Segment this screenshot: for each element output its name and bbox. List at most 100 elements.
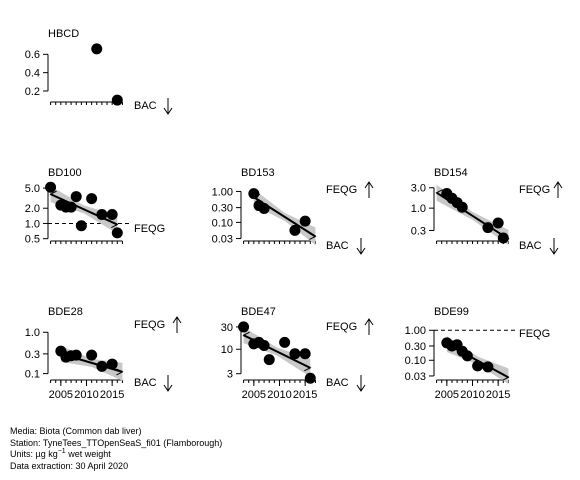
panel-6-y-tick-label: 30 xyxy=(221,322,233,334)
panel-3-y-tick-label: 0.03 xyxy=(212,233,233,245)
footer-units-suffix: wet weight xyxy=(65,449,111,460)
footer-media: Media: Biota (Common dab liver) xyxy=(10,426,142,436)
panel-2-data-point xyxy=(86,193,98,205)
panel-5-ref-arrow-feqg-head xyxy=(172,316,182,324)
panel-4-trend-start-marker xyxy=(435,189,443,197)
panel-6-ref-label-bac: BAC xyxy=(326,377,349,389)
panel-7-x-tick-label: 2010 xyxy=(460,389,484,401)
footer-units-prefix: Units: µg kg xyxy=(10,449,58,460)
panel-2-title: BD100 xyxy=(48,167,82,179)
panel-7-y-tick-label: 1.00 xyxy=(405,325,426,337)
panel-5-y-tick-label: 0.1 xyxy=(25,369,40,381)
panel-5-data-point xyxy=(106,358,118,370)
panel-3-title: BD153 xyxy=(241,167,275,179)
panel-6-data-point xyxy=(238,321,250,333)
panel-2-y-tick-label: 2.0 xyxy=(25,203,40,215)
panel-4-data-point xyxy=(492,217,504,229)
panel-7-title: BDE99 xyxy=(434,306,469,318)
panel-3-ref-arrow-bac-head xyxy=(356,247,366,255)
panel-6-data-point xyxy=(263,354,275,366)
panel-4-ref-label-feqg: FEQG xyxy=(519,184,550,196)
panel-1-ref-arrow-bac-head xyxy=(163,107,173,115)
panel-2-trend-start-marker xyxy=(49,190,57,198)
panel-6-ref-arrow-feqg-head xyxy=(364,318,374,326)
panel-6-x-tick-label: 2015 xyxy=(293,389,317,401)
panel-1-y-tick-label: 0.6 xyxy=(25,49,40,61)
panel-4-data-point xyxy=(482,222,494,234)
panel-2-data-point xyxy=(75,220,87,232)
panel-2-data-point xyxy=(65,201,77,213)
panel-2-ref-label-feqg: FEQG xyxy=(134,223,165,235)
panel-3-y-tick-label: 0.30 xyxy=(212,203,233,215)
panel-6-data-point xyxy=(299,348,311,360)
footer-units: Units: µg kg−1 wet weight xyxy=(10,448,222,461)
panel-5-ref-arrow-bac-head xyxy=(163,384,173,392)
panel-4-ref-arrow-bac-head xyxy=(549,247,559,255)
panel-4-y-tick-label: 3.0 xyxy=(411,183,426,195)
panel-6-data-point xyxy=(304,372,316,384)
panel-3-ref-arrow-feqg-head xyxy=(364,181,374,189)
panel-6-y-tick-label: 10 xyxy=(221,344,233,356)
panel-3-y-tick-label: 0.10 xyxy=(212,217,233,229)
panel-5-ref-label-bac: BAC xyxy=(134,377,157,389)
panel-2-data-point xyxy=(111,227,123,239)
panel-7-ref-label-feqg: FEQG xyxy=(519,328,550,340)
panel-6-ref-arrow-bac-head xyxy=(356,384,366,392)
panel-2-data-point xyxy=(45,181,57,193)
panel-3-trend-end-marker xyxy=(309,233,317,240)
panel-5-data-point xyxy=(70,349,82,361)
panel-5-title: BDE28 xyxy=(48,306,83,318)
panel-5-y-tick-label: 1.0 xyxy=(25,327,40,339)
panel-2-y-tick-label: 5.0 xyxy=(25,183,40,195)
panel-4-title: BD154 xyxy=(434,167,468,179)
panel-5-y-tick-label: 0.3 xyxy=(25,349,40,361)
panel-7-trend-end-marker xyxy=(502,373,510,381)
panel-2-y-tick-label: 1.0 xyxy=(25,218,40,230)
panel-5-trend-end-marker xyxy=(116,368,124,376)
panel-7-data-point xyxy=(472,360,484,372)
panel-1-title: HBCD xyxy=(48,28,79,40)
panel-4-ref-arrow-feqg-head xyxy=(553,181,563,189)
panel-4-data-point xyxy=(497,232,509,244)
panel-3-ref-label-bac: BAC xyxy=(326,240,349,252)
panel-7-y-tick-label: 0.10 xyxy=(405,355,426,367)
panel-4-y-tick-label: 1.0 xyxy=(411,203,426,215)
footer-units-sup: −1 xyxy=(57,448,66,456)
panel-7-y-tick-label: 0.03 xyxy=(405,371,426,383)
panel-7-data-point xyxy=(461,350,473,362)
panel-1-y-tick-label: 0.2 xyxy=(25,86,40,98)
panel-4-data-point xyxy=(456,201,468,213)
footer-station: Station: TyneTees_TTOpenSeaS_fi01 (Flamb… xyxy=(10,437,223,448)
panel-1-y-tick-label: 0.4 xyxy=(25,68,40,80)
panel-3-data-point xyxy=(248,188,260,200)
panel-3-data-point xyxy=(299,215,311,227)
panel-1-ref-label-bac: BAC xyxy=(134,100,157,112)
panel-6-x-tick-label: 2005 xyxy=(242,389,266,401)
chart-footer: Media: Biota (Common dab liver) Station:… xyxy=(10,426,222,472)
panel-6-x-tick-label: 2010 xyxy=(267,389,291,401)
panel-5-x-tick-label: 2005 xyxy=(49,389,73,401)
panel-6-data-point xyxy=(279,336,291,348)
panel-2-trend-line xyxy=(50,193,118,226)
panel-5-data-point xyxy=(86,349,98,361)
panel-1-data-point xyxy=(91,43,103,55)
panel-7-x-tick-label: 2005 xyxy=(435,389,459,401)
panel-5-ref-label-feqg: FEQG xyxy=(134,319,165,331)
panel-5-x-tick-label: 2010 xyxy=(74,389,98,401)
panel-1-data-point xyxy=(111,94,123,106)
panel-3-data-point xyxy=(258,203,270,215)
panel-7-x-tick-label: 2015 xyxy=(486,389,510,401)
panel-2-data-point xyxy=(96,209,108,221)
panel-2-data-point xyxy=(106,209,118,221)
panel-6-ref-label-feqg: FEQG xyxy=(326,321,357,333)
panel-3-y-tick-label: 1.00 xyxy=(212,186,233,198)
panel-6-data-point xyxy=(258,340,270,352)
panel-5-x-tick-label: 2015 xyxy=(100,389,124,401)
panel-6-title: BDE47 xyxy=(241,306,276,318)
panel-2-trend-end-marker xyxy=(111,221,119,229)
panel-6-data-point xyxy=(289,348,301,360)
panel-6-trend-end-marker xyxy=(304,364,312,372)
panel-7-data-point xyxy=(482,361,494,373)
panel-6-trend-start-marker xyxy=(242,331,250,339)
panel-7-y-tick-label: 0.30 xyxy=(405,341,426,353)
